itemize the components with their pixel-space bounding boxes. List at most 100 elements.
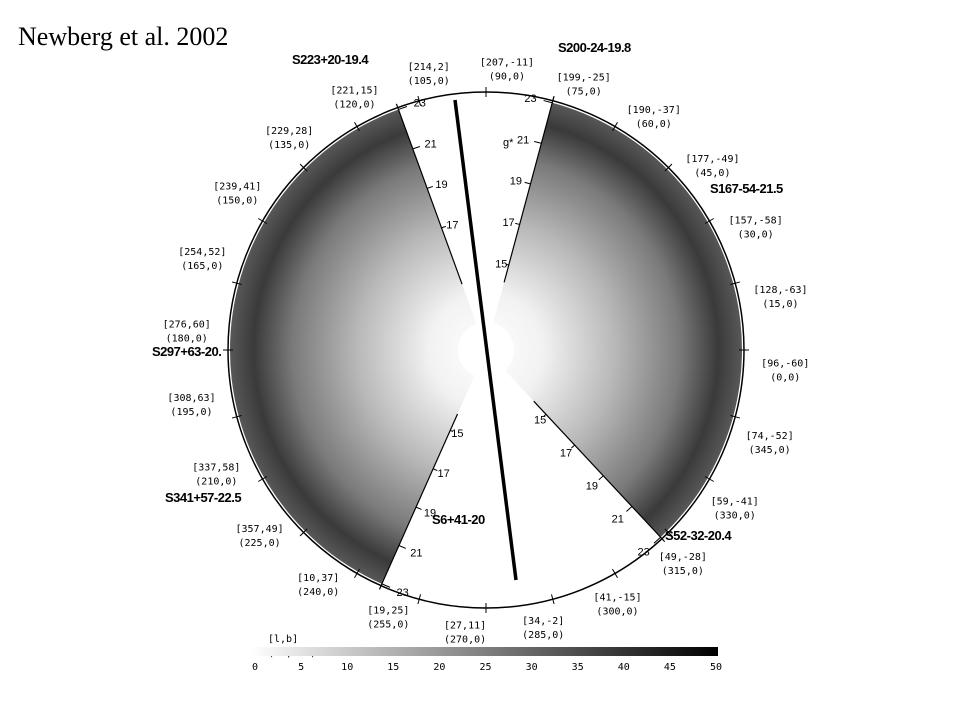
coord-label: [27,11] <box>444 620 486 631</box>
coord-label: [190,-37] <box>627 105 681 116</box>
magnitude-tick <box>626 506 633 512</box>
magnitude-tick <box>543 413 547 417</box>
circle-tick <box>730 414 741 419</box>
coord-label: (285,0) <box>522 630 564 641</box>
coord-label: [10,37] <box>297 573 339 584</box>
circle-tick <box>704 218 715 224</box>
circle-tick <box>730 281 741 286</box>
coord-label: [34,-2] <box>522 616 564 627</box>
coord-label: [157,-58] <box>729 215 783 226</box>
coord-label: (150,0) <box>216 195 258 206</box>
coord-label: (225,0) <box>239 538 281 549</box>
stripe-label: S52-32-20.4 <box>665 528 732 543</box>
coord-label: (135,0) <box>268 140 310 151</box>
coord-label: [357,49] <box>236 524 284 535</box>
coord-label: [128,-63] <box>753 285 807 296</box>
magnitude-label: 19 <box>435 179 447 191</box>
coord-label: [239,41] <box>213 181 261 192</box>
magnitude-tick <box>505 263 509 266</box>
coord-label: [177,-49] <box>685 154 739 165</box>
magnitude-label: 17 <box>438 468 450 480</box>
colorbar-label: 45 <box>664 662 676 673</box>
circle-tick <box>231 414 242 419</box>
coord-label: (255,0) <box>367 620 409 631</box>
coord-label: [19,25] <box>367 606 409 617</box>
coord-label: [229,28] <box>265 126 313 137</box>
coord-label: (45,0) <box>694 168 730 179</box>
density-wedge <box>230 109 477 584</box>
coord-label: (60,0) <box>636 119 672 130</box>
coord-label: (30,0) <box>738 229 774 240</box>
coord-label: (270,0) <box>444 634 486 645</box>
circle-tick <box>354 121 360 132</box>
magnitude-label: 23 <box>414 98 426 110</box>
magnitude-label: 15 <box>495 258 507 270</box>
magnitude-label: 15 <box>534 414 546 426</box>
circle-tick <box>664 528 673 537</box>
magnitude-tick <box>432 468 438 471</box>
magnitude-tick <box>515 222 520 225</box>
coord-label: (165,0) <box>181 261 223 272</box>
magnitude-label: 23 <box>637 547 649 559</box>
title: Newberg et al. 2002 <box>18 22 228 51</box>
legend-key: [l,b] <box>268 634 298 645</box>
coord-label: (15,0) <box>762 299 798 310</box>
circle-tick <box>299 163 308 172</box>
magnitude-tick <box>450 429 454 433</box>
coord-label: [59,-41] <box>711 497 759 508</box>
circle-tick <box>550 594 555 605</box>
colorbar-label: 0 <box>252 662 258 673</box>
coord-label: (315,0) <box>662 566 704 577</box>
colorbar-label: 30 <box>526 662 538 673</box>
colorbar-label: 10 <box>341 662 353 673</box>
coord-label: (105,0) <box>408 76 450 87</box>
magnitude-label: 19 <box>586 481 598 493</box>
magnitude-label: 17 <box>446 219 458 231</box>
colorbar-label: 5 <box>298 662 304 673</box>
magnitude-label: 21 <box>612 514 624 526</box>
magnitude-tick <box>441 225 446 229</box>
coord-label: (210,0) <box>195 477 237 488</box>
magnitude-tick <box>534 140 542 144</box>
magnitude-label: 21 <box>424 138 436 150</box>
magnitude-tick <box>381 583 391 588</box>
magnitude-label: 23 <box>397 587 409 599</box>
g-label: g* <box>503 137 514 149</box>
magnitude-label: 19 <box>510 176 522 188</box>
magnitude-tick <box>653 536 661 544</box>
coord-label: [221,15] <box>330 86 378 97</box>
magnitude-label: 17 <box>502 217 514 229</box>
coord-label: [96,-60] <box>761 359 809 370</box>
magnitude-tick <box>598 475 604 481</box>
stripe-line <box>453 99 518 581</box>
circle-tick <box>299 528 308 537</box>
stripe-label: S6+41-20 <box>432 512 485 527</box>
magnitude-axis <box>395 103 463 285</box>
magnitude-axis <box>533 400 666 543</box>
coord-label: [337,58] <box>192 463 240 474</box>
coord-label: (0,0) <box>770 373 800 384</box>
coord-label: [207,-11] <box>480 58 534 69</box>
coord-label: (180,0) <box>166 333 208 344</box>
magnitude-tick <box>398 545 407 549</box>
colorbar-label: 40 <box>618 662 630 673</box>
magnitude-label: 19 <box>424 508 436 520</box>
coord-label: [254,52] <box>178 247 226 258</box>
coord-label: (300,0) <box>596 606 638 617</box>
magnitude-tick <box>524 181 531 185</box>
magnitude-axis <box>503 96 555 283</box>
circle-tick <box>257 476 268 482</box>
coord-label: (90,0) <box>489 72 525 83</box>
stripe-label: S297+63-20. <box>152 344 221 359</box>
circle-tick <box>231 281 242 286</box>
magnitude-tick <box>427 185 434 189</box>
circle-tick <box>704 476 715 482</box>
circle-tick <box>612 568 618 579</box>
coord-label: [74,-52] <box>746 431 794 442</box>
stripe-label: S200-24-19.8 <box>558 40 631 55</box>
magnitude-label: 23 <box>524 93 536 105</box>
coord-label: (120,0) <box>333 100 375 111</box>
circle-tick <box>354 568 360 579</box>
circle-tick <box>612 121 618 132</box>
